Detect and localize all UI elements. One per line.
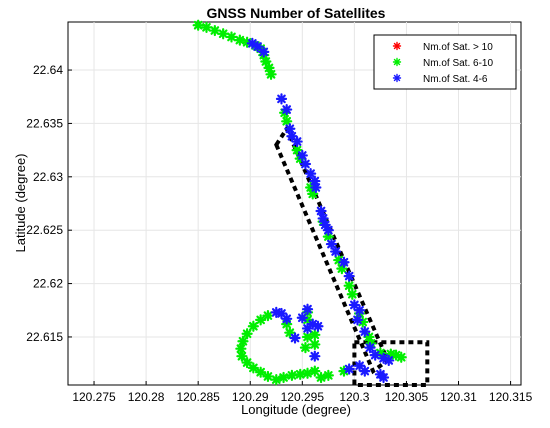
y-tick-label: 22.63: [33, 170, 63, 184]
data-point: [255, 366, 267, 378]
data-point: [262, 370, 274, 383]
legend-marker-1: [392, 41, 402, 51]
data-point: [309, 350, 321, 362]
data-point: [374, 368, 387, 380]
data-point: [351, 314, 364, 326]
data-point: [277, 371, 290, 384]
data-point: [359, 326, 371, 338]
data-point: [275, 93, 288, 105]
dashed-box-2: [352, 340, 430, 387]
x-tick-label: 120.305: [385, 390, 429, 404]
series-3: [246, 37, 395, 384]
data-point: [281, 313, 293, 325]
data-point: [312, 320, 324, 332]
data-point: [322, 369, 334, 381]
data-point: [369, 349, 381, 361]
legend-marker-3: [392, 73, 402, 83]
data-point: [289, 332, 301, 344]
data-point: [343, 270, 355, 282]
x-tick-label: 120.315: [489, 390, 533, 404]
data-point: [322, 224, 334, 236]
data-point: [281, 103, 293, 116]
axes: 120.275 120.28 120.285 120.29 120.295 120.3 12…: [26, 63, 532, 404]
data-point: [241, 328, 253, 340]
data-point: [305, 168, 317, 180]
data-point: [200, 21, 213, 33]
data-point: [265, 68, 277, 80]
data-point: [343, 280, 355, 292]
data-point: [247, 362, 259, 374]
y-tick-label: 22.64: [33, 63, 63, 77]
x-tick-label: 120.285: [176, 390, 220, 404]
data-point: [309, 338, 321, 351]
legend-label-3: Nm.of Sat. 4-6: [423, 74, 488, 85]
data-point: [325, 238, 338, 250]
data-point: [330, 245, 342, 258]
data-point: [192, 19, 204, 31]
data-point: [299, 158, 312, 170]
x-tick-label: 120.31: [440, 390, 477, 404]
data-point: [286, 369, 298, 381]
data-point: [262, 310, 274, 322]
data-point: [251, 40, 264, 53]
data-point: [395, 351, 407, 363]
data-point: [301, 303, 314, 315]
data-point: [309, 329, 321, 341]
x-tick-label: 120.28: [128, 390, 165, 404]
data-point: [296, 312, 308, 324]
data-point: [296, 149, 308, 162]
legend: Nm.of Sat. > 10 Nm.of Sat. 6-10 Nm.of Sat.…: [373, 34, 517, 90]
y-axis-label: Latitude (degree): [13, 153, 28, 252]
y-tick-label: 22.62: [33, 277, 63, 291]
data-point: [209, 24, 221, 37]
x-tick-label: 120.3: [339, 390, 369, 404]
data-point: [225, 31, 238, 43]
data-point: [291, 135, 303, 148]
legend-label-1: Nm.of Sat. > 10: [423, 42, 493, 53]
data-point: [383, 354, 395, 367]
data-point: [359, 365, 371, 377]
y-tick-label: 22.615: [26, 330, 63, 344]
data-point: [353, 304, 366, 316]
data-point: [299, 342, 312, 354]
data-point: [346, 288, 358, 300]
data-point: [286, 130, 298, 142]
data-point: [235, 343, 247, 355]
y-tick-label: 22.635: [26, 116, 63, 130]
data-point: [309, 365, 321, 377]
data-point: [255, 314, 267, 326]
data-point: [364, 342, 376, 354]
data-point: [281, 115, 293, 127]
chart-title: GNSS Number of Satellites: [207, 5, 386, 21]
legend-marker-2: [392, 57, 402, 67]
x-tick-label: 120.275: [72, 390, 116, 404]
data-point: [275, 307, 288, 320]
data-point: [310, 181, 322, 194]
data-point: [217, 28, 229, 40]
y-tick-label: 22.625: [26, 223, 63, 237]
x-tick-label: 120.29: [232, 390, 269, 404]
data-point: [247, 320, 259, 332]
data-point: [258, 46, 270, 58]
x-axis-label: Longitude (degree): [241, 402, 351, 417]
data-point: [343, 363, 355, 375]
data-points: [192, 19, 407, 386]
legend-label-2: Nm.of Sat. 6-10: [423, 58, 493, 69]
data-point: [338, 256, 350, 268]
x-tick-label: 120.295: [281, 390, 325, 404]
data-point: [315, 205, 327, 217]
